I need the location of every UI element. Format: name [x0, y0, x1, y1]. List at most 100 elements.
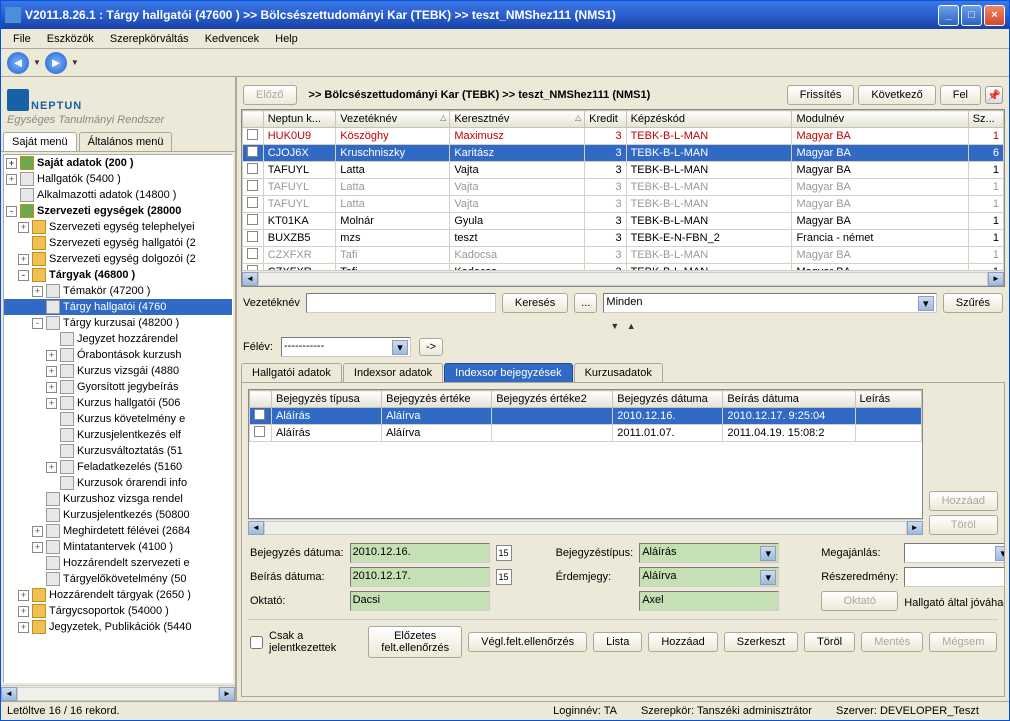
table-row[interactable]: TAFUYLLattaVajta3TEBK-B-L-MANMagyar BA1 [243, 162, 1004, 179]
minimize-button[interactable]: _ [938, 5, 959, 26]
tree-item[interactable]: +Hozzárendelt tárgyak (2650 ) [4, 587, 232, 603]
tree-item[interactable]: Kurzusok órarendi info [4, 475, 232, 491]
tree-item[interactable]: +Szervezeti egység telephelyei [4, 219, 232, 235]
tree-item[interactable]: Kurzus követelmény e [4, 411, 232, 427]
torol-button[interactable]: Töröl [804, 632, 855, 652]
prev-button[interactable]: Előző [243, 85, 297, 105]
next-button[interactable]: Következő [858, 85, 935, 105]
tree-item[interactable]: +Saját adatok (200 ) [4, 155, 232, 171]
del-row-button[interactable]: Töröl [929, 515, 998, 535]
back-button[interactable]: ◄ [7, 52, 29, 74]
tree-item[interactable]: +Hallgatók (5400 ) [4, 171, 232, 187]
reszer-input[interactable] [904, 567, 1005, 587]
tree-item[interactable]: Kurzushoz vizsga rendel [4, 491, 232, 507]
tree-item[interactable]: +Feladatkezelés (5160 [4, 459, 232, 475]
tree-item[interactable]: Jegyzet hozzárendel [4, 331, 232, 347]
search-button[interactable]: Keresés [502, 293, 568, 313]
sub-grid[interactable]: Bejegyzés típusaBejegyzés értékeBejegyzé… [248, 389, 923, 519]
up-button[interactable]: Fel [940, 85, 981, 105]
elozetes-button[interactable]: Előzetes felt.ellenőrzés [368, 626, 462, 658]
tree-item[interactable]: Hozzárendelt szervezeti e [4, 555, 232, 571]
tree-item[interactable]: Alkalmazotti adatok (14800 ) [4, 187, 232, 203]
beir-datum-input[interactable]: 2010.12.17. [350, 567, 490, 587]
table-row[interactable]: AláírásAláírva2011.01.07.2011.04.19. 15:… [250, 425, 922, 442]
cal-icon[interactable]: 15 [496, 545, 512, 561]
sub-tab[interactable]: Indexsor bejegyzések [444, 363, 572, 382]
csak-label: Csak a jelentkezettek [269, 630, 336, 654]
oktato-button[interactable]: Oktató [821, 591, 898, 611]
lista-button[interactable]: Lista [593, 632, 642, 652]
tree-item[interactable]: -Szervezeti egységek (28000 [4, 203, 232, 219]
filter-button[interactable]: Szűrés [943, 293, 1003, 313]
table-row[interactable]: CJOJ6XKruschniszkyKaritász3TEBK-B-L-MANM… [243, 145, 1004, 162]
csak-checkbox[interactable] [250, 636, 263, 649]
table-row[interactable]: BUXZB5mzsteszt3TEBK-E-N-FBN_2Francia - n… [243, 230, 1004, 247]
menu-szerepkörváltás[interactable]: Szerepkörváltás [102, 31, 197, 47]
tree-item[interactable]: +Gyorsított jegybeírás [4, 379, 232, 395]
tree-item[interactable]: +Mintatantervek (4100 ) [4, 539, 232, 555]
back-dropdown[interactable]: ▼ [31, 58, 43, 67]
filter-combo[interactable]: Minden [603, 293, 936, 313]
erdem-combo[interactable]: Aláírva [639, 567, 779, 587]
sub-tab[interactable]: Indexsor adatok [343, 363, 443, 382]
vegl-button[interactable]: Végl.felt.ellenőrzés [468, 632, 587, 652]
table-row[interactable]: HUK0U9KöszöghyMaximusz3TEBK-B-L-MANMagya… [243, 128, 1004, 145]
tree-item[interactable]: +Kurzus hallgatói (506 [4, 395, 232, 411]
add-row-button[interactable]: Hozzáad [929, 491, 998, 511]
left-tab[interactable]: Saját menü [3, 132, 77, 151]
megsem-button[interactable]: Mégsem [929, 632, 997, 652]
table-row[interactable]: CZXFXRTafiKadocsa3TEBK-B-L-MANMagyar BA1 [243, 247, 1004, 264]
table-row[interactable]: TAFUYLLattaVajta3TEBK-B-L-MANMagyar BA1 [243, 179, 1004, 196]
left-tab[interactable]: Általános menü [79, 132, 173, 151]
tree-item[interactable]: +Jegyzetek, Publikációk (5440 [4, 619, 232, 635]
forward-dropdown[interactable]: ▼ [69, 58, 81, 67]
sub-tab[interactable]: Kurzusadatok [574, 363, 663, 382]
pin-button[interactable]: 📌 [985, 86, 1003, 104]
table-row[interactable]: AláírásAláírva2010.12.16.2010.12.17. 9:2… [250, 408, 922, 425]
cal-icon-2[interactable]: 15 [496, 569, 512, 585]
main-grid[interactable]: Neptun k...Vezetéknév△Keresztnév△KreditK… [241, 109, 1005, 287]
tree-item[interactable]: +Meghirdetett félévei (2684 [4, 523, 232, 539]
sub-tab[interactable]: Hallgatói adatok [241, 363, 342, 382]
search-input[interactable] [306, 293, 496, 313]
tree-item[interactable]: -Tárgyak (46800 ) [4, 267, 232, 283]
oktato-input2[interactable]: Axel [639, 591, 779, 611]
bej-datum-input[interactable]: 2010.12.16. [350, 543, 490, 563]
tree-item[interactable]: Kurzusváltoztatás (51 [4, 443, 232, 459]
menu-kedvencek[interactable]: Kedvencek [197, 31, 267, 47]
menu-eszközök[interactable]: Eszközök [39, 31, 102, 47]
tree-hscroll[interactable]: ◄► [1, 685, 235, 701]
mentes-button[interactable]: Mentés [861, 632, 923, 652]
hozzaad-button[interactable]: Hozzáad [648, 632, 717, 652]
forward-button[interactable]: ► [45, 52, 67, 74]
menu-file[interactable]: File [5, 31, 39, 47]
oktato-input1[interactable]: Dacsi [350, 591, 490, 611]
bej-tipus-combo[interactable]: Aláírás [639, 543, 779, 563]
close-button[interactable]: × [984, 5, 1005, 26]
tree-item[interactable]: Szervezeti egység hallgatói (2 [4, 235, 232, 251]
tree-item[interactable]: +Témakör (47200 ) [4, 283, 232, 299]
tree-item[interactable]: +Kurzus vizsgái (4880 [4, 363, 232, 379]
table-row[interactable]: TAFUYLLattaVajta3TEBK-B-L-MANMagyar BA1 [243, 196, 1004, 213]
tree-item[interactable]: Kurzusjelentkezés (50800 [4, 507, 232, 523]
tree-item[interactable]: +Órabontások kurzush [4, 347, 232, 363]
tree[interactable]: +Saját adatok (200 )+Hallgatók (5400 )Al… [3, 154, 233, 683]
maximize-button[interactable]: □ [961, 5, 982, 26]
table-row[interactable]: KT01KAMolnárGyula3TEBK-B-L-MANMagyar BA1 [243, 213, 1004, 230]
refresh-button[interactable]: Frissítés [787, 85, 855, 105]
tree-item[interactable]: Kurzusjelentkezés elf [4, 427, 232, 443]
semester-combo[interactable]: ----------- [281, 337, 411, 357]
tree-item[interactable]: +Szervezeti egység dolgozói (2 [4, 251, 232, 267]
tree-item[interactable]: +Tárgycsoportok (54000 ) [4, 603, 232, 619]
menu-help[interactable]: Help [267, 31, 306, 47]
megaj-combo[interactable] [904, 543, 1005, 563]
semester-go[interactable]: -> [419, 338, 443, 356]
tree-item[interactable]: Tárgyelőkövetelmény (50 [4, 571, 232, 587]
dots-button[interactable]: ... [574, 293, 597, 313]
tree-item[interactable]: -Tárgy kurzusai (48200 ) [4, 315, 232, 331]
szerkeszt-button[interactable]: Szerkeszt [724, 632, 798, 652]
tree-item[interactable]: Tárgy hallgatói (4760 [4, 299, 232, 315]
breadcrumb: >> Bölcsészettudományi Kar (TEBK) >> tes… [301, 89, 783, 101]
titlebar: V2011.8.26.1 : Tárgy hallgatói (47600 ) … [1, 1, 1009, 29]
expand-arrows[interactable]: ▼ ▲ [241, 319, 1005, 333]
